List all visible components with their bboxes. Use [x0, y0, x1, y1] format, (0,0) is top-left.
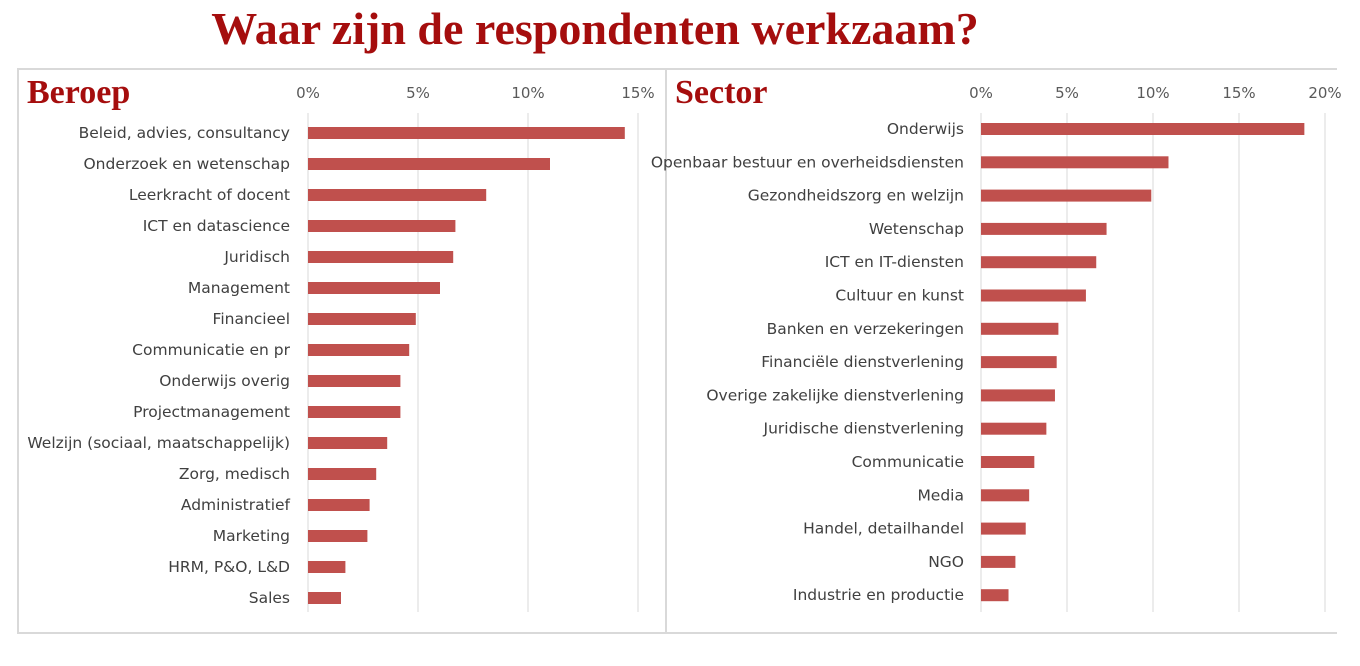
bar	[308, 251, 454, 263]
bar	[308, 375, 401, 387]
bar	[308, 189, 487, 201]
bar	[308, 592, 341, 604]
category-label: Juridische dienstverlening	[763, 420, 964, 438]
category-label: Administratief	[181, 496, 291, 514]
bar	[981, 322, 1059, 335]
bar	[308, 499, 370, 511]
bar	[308, 127, 625, 139]
bar	[981, 222, 1107, 235]
bar	[308, 437, 388, 449]
page-title: Waar zijn de respondenten werkzaam?	[211, 3, 979, 54]
category-label: Onderzoek en wetenschap	[83, 155, 290, 173]
bar	[308, 282, 440, 294]
category-label: Banken en verzekeringen	[767, 320, 964, 338]
category-label: Welzijn (sociaal, maatschappelijk)	[27, 434, 290, 452]
bar	[308, 220, 456, 232]
tick-label: 15%	[1222, 84, 1255, 102]
panel-title: Beroep	[27, 74, 130, 111]
panel-title: Sector	[675, 74, 768, 111]
category-label: Beleid, advies, consultancy	[79, 124, 290, 142]
category-label: Onderwijs	[887, 120, 964, 138]
category-label: Cultuur en kunst	[835, 287, 964, 305]
category-label: Communicatie en pr	[132, 341, 290, 359]
bar	[308, 561, 346, 573]
bar	[981, 356, 1057, 369]
tick-label: 0%	[969, 84, 993, 102]
bar	[981, 189, 1152, 202]
category-label: Communicatie	[852, 453, 964, 471]
category-label: Overige zakelijke dienstverlening	[706, 386, 964, 404]
category-label: Handel, detailhandel	[803, 520, 964, 538]
bar	[308, 158, 550, 170]
category-label: Openbaar bestuur en overheidsdiensten	[651, 153, 964, 171]
bar	[308, 344, 410, 356]
category-label: Onderwijs overig	[159, 372, 290, 390]
bar	[981, 256, 1097, 269]
bar	[981, 589, 1009, 602]
bar	[981, 289, 1086, 302]
category-label: Zorg, medisch	[179, 465, 290, 483]
bar	[981, 389, 1055, 402]
category-label: Sales	[249, 589, 290, 607]
panel-divider	[665, 68, 667, 634]
category-label: Leerkracht of docent	[129, 186, 290, 204]
bar	[981, 555, 1016, 568]
category-label: Juridisch	[223, 248, 290, 266]
bar	[981, 156, 1169, 169]
tick-label: 5%	[406, 84, 430, 102]
category-label: Financiële dienstverlening	[761, 353, 964, 371]
bar	[308, 313, 416, 325]
category-label: Projectmanagement	[133, 403, 290, 421]
bar	[308, 530, 368, 542]
category-label: ICT en IT-diensten	[825, 253, 964, 271]
bar	[981, 422, 1047, 435]
tick-label: 10%	[1136, 84, 1169, 102]
bar	[308, 468, 377, 480]
tick-label: 15%	[621, 84, 654, 102]
tick-label: 10%	[511, 84, 544, 102]
bar	[981, 456, 1035, 468]
bar	[981, 522, 1026, 535]
category-label: Marketing	[213, 527, 290, 545]
category-label: HRM, P&O, L&D	[168, 558, 290, 576]
category-label: NGO	[928, 553, 964, 571]
category-label: Gezondheidszorg en welzijn	[748, 187, 964, 205]
tick-label: 5%	[1055, 84, 1079, 102]
chart-frame	[17, 68, 1337, 634]
tick-label: 20%	[1308, 84, 1341, 102]
category-label: Industrie en productie	[793, 586, 964, 604]
bar	[308, 406, 401, 418]
bar	[981, 489, 1030, 502]
category-label: ICT en datascience	[143, 217, 290, 235]
category-label: Financieel	[213, 310, 290, 328]
tick-label: 0%	[296, 84, 320, 102]
category-label: Management	[188, 279, 290, 297]
category-label: Wetenschap	[869, 220, 964, 238]
bar	[981, 123, 1305, 135]
category-label: Media	[917, 486, 964, 504]
